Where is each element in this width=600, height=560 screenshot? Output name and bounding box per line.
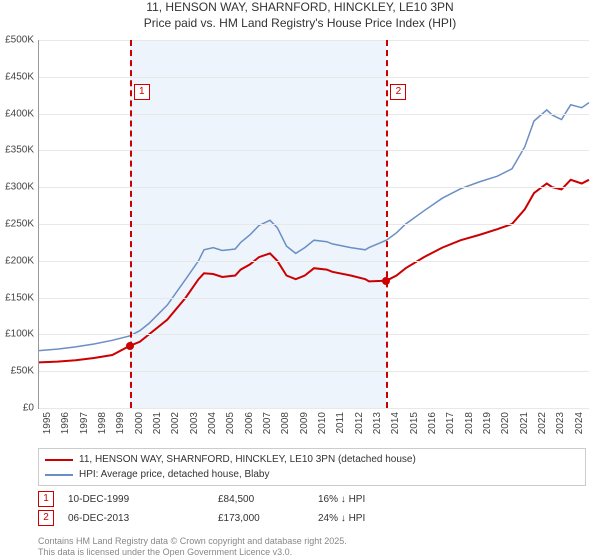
x-tick-label: 2014 — [390, 412, 401, 434]
y-tick-label: £250K — [0, 219, 34, 230]
x-tick-label: 2004 — [207, 412, 218, 434]
y-tick-label: £450K — [0, 71, 34, 82]
gridline — [39, 298, 589, 299]
x-tick-label: 2010 — [317, 412, 328, 434]
legend-item-price-paid: 11, HENSON WAY, SHARNFORD, HINCKLEY, LE1… — [45, 452, 579, 467]
x-tick-label: 2017 — [445, 412, 456, 434]
transaction-price: £173,000 — [218, 513, 318, 524]
x-tick-label: 2015 — [409, 412, 420, 434]
gridline — [39, 224, 589, 225]
y-tick-label: £0 — [0, 403, 34, 414]
transaction-row-1: 1 10-DEC-1999 £84,500 16% ↓ HPI — [38, 491, 586, 507]
y-tick-label: £500K — [0, 35, 34, 46]
marker-label: 2 — [390, 84, 406, 100]
transaction-date: 10-DEC-1999 — [68, 494, 218, 505]
x-tick-label: 2024 — [574, 412, 585, 434]
x-tick-label: 2021 — [519, 412, 530, 434]
y-tick-label: £150K — [0, 292, 34, 303]
y-tick-label: £50K — [0, 366, 34, 377]
x-tick-label: 2013 — [372, 412, 383, 434]
x-tick-label: 2000 — [134, 412, 145, 434]
y-tick-label: £200K — [0, 255, 34, 266]
legend-item-hpi: HPI: Average price, detached house, Blab… — [45, 467, 579, 482]
marker-dot — [382, 277, 390, 285]
legend-label: 11, HENSON WAY, SHARNFORD, HINCKLEY, LE1… — [79, 452, 416, 467]
x-tick-label: 1998 — [97, 412, 108, 434]
x-tick-label: 1997 — [79, 412, 90, 434]
x-tick-label: 2022 — [537, 412, 548, 434]
footer-line-2: This data is licensed under the Open Gov… — [38, 547, 347, 558]
x-tick-label: 2020 — [500, 412, 511, 434]
y-tick-label: £100K — [0, 329, 34, 340]
transaction-marker: 2 — [38, 510, 54, 526]
marker-dot — [126, 342, 134, 350]
transaction-delta: 24% ↓ HPI — [318, 513, 365, 524]
price-chart: £0£50K£100K£150K£200K£250K£300K£350K£400… — [38, 40, 589, 409]
x-tick-label: 2001 — [152, 412, 163, 434]
x-tick-label: 1995 — [42, 412, 53, 434]
x-tick-label: 2016 — [427, 412, 438, 434]
x-tick-label: 2018 — [464, 412, 475, 434]
footer-line-1: Contains HM Land Registry data © Crown c… — [38, 536, 347, 547]
gridline — [39, 187, 589, 188]
transaction-marker: 1 — [38, 491, 54, 507]
legend-swatch — [45, 474, 73, 476]
gridline — [39, 261, 589, 262]
gridline — [39, 334, 589, 335]
legend-label: HPI: Average price, detached house, Blab… — [79, 467, 270, 482]
title-line-1: 11, HENSON WAY, SHARNFORD, HINCKLEY, LE1… — [0, 0, 600, 16]
y-tick-label: £400K — [0, 108, 34, 119]
y-tick-label: £350K — [0, 145, 34, 156]
gridline — [39, 408, 589, 409]
marker-line — [130, 40, 132, 408]
x-tick-label: 2006 — [244, 412, 255, 434]
x-tick-label: 2007 — [262, 412, 273, 434]
transaction-row-2: 2 06-DEC-2013 £173,000 24% ↓ HPI — [38, 510, 586, 526]
transaction-delta: 16% ↓ HPI — [318, 494, 365, 505]
x-tick-label: 2008 — [280, 412, 291, 434]
x-tick-label: 2005 — [225, 412, 236, 434]
marker-line — [386, 40, 388, 408]
marker-label: 1 — [134, 84, 150, 100]
x-tick-label: 1999 — [115, 412, 126, 434]
x-tick-label: 2023 — [555, 412, 566, 434]
gridline — [39, 150, 589, 151]
legend-swatch — [45, 459, 73, 461]
x-tick-label: 2019 — [482, 412, 493, 434]
x-tick-label: 2011 — [335, 412, 346, 434]
y-tick-label: £300K — [0, 182, 34, 193]
legend: 11, HENSON WAY, SHARNFORD, HINCKLEY, LE1… — [38, 448, 586, 486]
x-tick-label: 2009 — [299, 412, 310, 434]
gridline — [39, 114, 589, 115]
gridline — [39, 77, 589, 78]
gridline — [39, 40, 589, 41]
footer: Contains HM Land Registry data © Crown c… — [38, 536, 347, 559]
x-tick-label: 2002 — [170, 412, 181, 434]
transaction-price: £84,500 — [218, 494, 318, 505]
title-line-2: Price paid vs. HM Land Registry's House … — [0, 16, 600, 32]
transaction-date: 06-DEC-2013 — [68, 513, 218, 524]
chart-title: 11, HENSON WAY, SHARNFORD, HINCKLEY, LE1… — [0, 0, 600, 31]
x-tick-label: 1996 — [60, 412, 71, 434]
x-tick-label: 2003 — [189, 412, 200, 434]
gridline — [39, 371, 589, 372]
x-tick-label: 2012 — [354, 412, 365, 434]
